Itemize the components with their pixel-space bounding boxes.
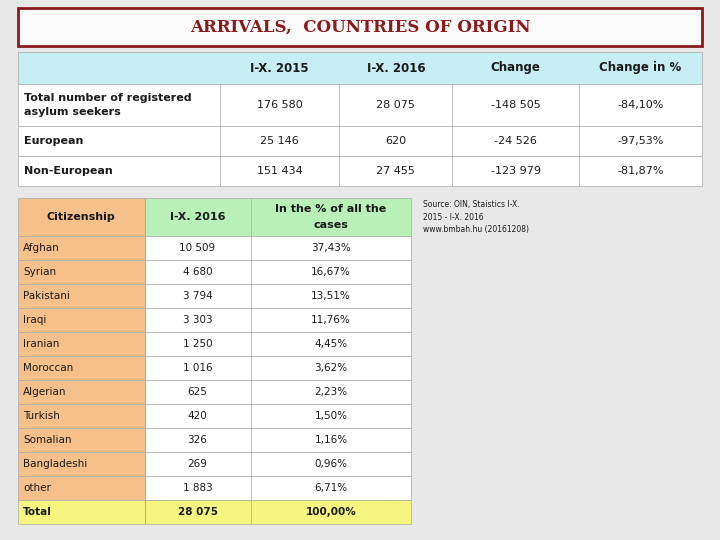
Text: 1 883: 1 883 xyxy=(183,483,212,493)
Text: 0,96%: 0,96% xyxy=(315,459,348,469)
Text: Afghan: Afghan xyxy=(23,243,60,253)
Text: 27 455: 27 455 xyxy=(377,166,415,176)
Text: Iranian: Iranian xyxy=(23,339,59,349)
Text: 28 075: 28 075 xyxy=(178,507,217,517)
Text: 1,16%: 1,16% xyxy=(315,435,348,445)
Text: 176 580: 176 580 xyxy=(257,100,302,110)
Bar xyxy=(145,500,411,524)
Text: 1 250: 1 250 xyxy=(183,339,212,349)
Text: Source: OIN, Staistics I-X.
2015 - I-X. 2016
www.bmbah.hu (20161208): Source: OIN, Staistics I-X. 2015 - I-X. … xyxy=(423,200,529,234)
Text: 3,62%: 3,62% xyxy=(315,363,348,373)
Text: 3 794: 3 794 xyxy=(183,291,212,301)
Text: 3 303: 3 303 xyxy=(183,315,212,325)
Text: 326: 326 xyxy=(188,435,207,445)
Bar xyxy=(18,84,702,126)
Text: -81,87%: -81,87% xyxy=(617,166,664,176)
Text: ARRIVALS,  COUNTRIES OF ORIGIN: ARRIVALS, COUNTRIES OF ORIGIN xyxy=(190,18,530,36)
Text: 620: 620 xyxy=(385,136,407,146)
Bar xyxy=(145,332,411,356)
Text: Change in %: Change in % xyxy=(599,62,682,75)
Text: Total number of registered: Total number of registered xyxy=(24,93,192,103)
Bar xyxy=(18,236,145,260)
Text: 151 434: 151 434 xyxy=(257,166,302,176)
Bar xyxy=(18,332,145,356)
Bar xyxy=(145,452,411,476)
Bar xyxy=(145,260,411,284)
Bar xyxy=(18,500,145,524)
Text: asylum seekers: asylum seekers xyxy=(24,107,121,117)
Bar xyxy=(145,356,411,380)
Bar xyxy=(145,380,411,404)
Bar xyxy=(18,198,145,236)
Bar xyxy=(145,476,411,500)
Text: Change: Change xyxy=(490,62,541,75)
Text: I-X. 2016: I-X. 2016 xyxy=(366,62,426,75)
Text: 37,43%: 37,43% xyxy=(311,243,351,253)
Text: 13,51%: 13,51% xyxy=(311,291,351,301)
Text: I-X. 2015: I-X. 2015 xyxy=(251,62,309,75)
Text: 1,50%: 1,50% xyxy=(315,411,348,421)
Text: -84,10%: -84,10% xyxy=(617,100,664,110)
Text: 100,00%: 100,00% xyxy=(305,507,356,517)
Text: -97,53%: -97,53% xyxy=(617,136,664,146)
Text: Bangladeshi: Bangladeshi xyxy=(23,459,87,469)
Text: Citizenship: Citizenship xyxy=(47,212,116,222)
Text: 6,71%: 6,71% xyxy=(315,483,348,493)
Text: Pakistani: Pakistani xyxy=(23,291,70,301)
Bar xyxy=(145,198,411,236)
Bar xyxy=(18,260,145,284)
Text: 10 509: 10 509 xyxy=(179,243,215,253)
Text: 16,67%: 16,67% xyxy=(311,267,351,277)
Text: European: European xyxy=(24,136,84,146)
Text: 25 146: 25 146 xyxy=(260,136,299,146)
Text: Algerian: Algerian xyxy=(23,387,66,397)
Text: In the % of all the: In the % of all the xyxy=(275,204,387,214)
Bar xyxy=(145,308,411,332)
Text: Syrian: Syrian xyxy=(23,267,56,277)
Text: Non-European: Non-European xyxy=(24,166,113,176)
Text: 1 016: 1 016 xyxy=(183,363,212,373)
Bar xyxy=(145,428,411,452)
Bar xyxy=(18,452,145,476)
Bar xyxy=(145,236,411,260)
Text: 4,45%: 4,45% xyxy=(315,339,348,349)
Text: I-X. 2016: I-X. 2016 xyxy=(170,212,225,222)
Bar xyxy=(18,428,145,452)
Text: 28 075: 28 075 xyxy=(377,100,415,110)
Bar xyxy=(18,356,145,380)
Bar xyxy=(18,476,145,500)
Text: other: other xyxy=(23,483,51,493)
Text: Turkish: Turkish xyxy=(23,411,60,421)
Bar xyxy=(145,284,411,308)
Bar xyxy=(145,404,411,428)
Bar xyxy=(18,380,145,404)
Bar xyxy=(18,404,145,428)
Bar xyxy=(18,156,702,186)
Bar xyxy=(18,284,145,308)
Bar xyxy=(18,8,702,46)
Text: 269: 269 xyxy=(188,459,207,469)
Text: -123 979: -123 979 xyxy=(490,166,541,176)
Text: Somalian: Somalian xyxy=(23,435,71,445)
Bar xyxy=(18,308,145,332)
Text: cases: cases xyxy=(313,220,348,230)
Text: Iraqi: Iraqi xyxy=(23,315,46,325)
Bar xyxy=(18,52,702,84)
Text: Moroccan: Moroccan xyxy=(23,363,73,373)
Text: -24 526: -24 526 xyxy=(494,136,537,146)
Text: Total: Total xyxy=(23,507,52,517)
Text: 420: 420 xyxy=(188,411,207,421)
Text: 2,23%: 2,23% xyxy=(315,387,348,397)
Text: 625: 625 xyxy=(188,387,207,397)
Text: 4 680: 4 680 xyxy=(183,267,212,277)
Bar xyxy=(18,126,702,156)
Text: 11,76%: 11,76% xyxy=(311,315,351,325)
Text: -148 505: -148 505 xyxy=(491,100,541,110)
